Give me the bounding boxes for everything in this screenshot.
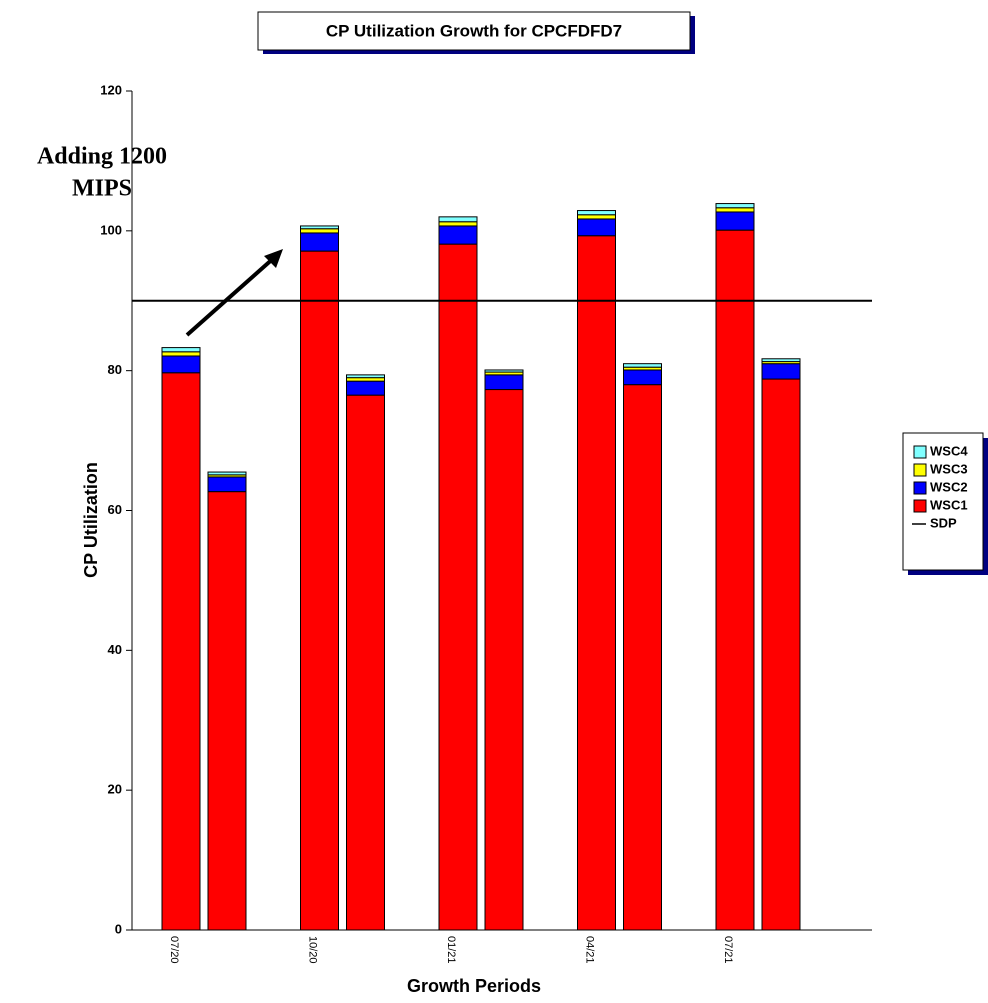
y-tick-label: 20 [108,782,122,797]
bar-segment [438,216,478,223]
annotation: Adding 1200 [37,144,167,170]
bar-segment [577,235,616,931]
legend-swatch [913,463,927,477]
legend-swatch [913,481,927,495]
bar-segment [761,378,801,931]
annotation-arrow [185,254,278,337]
bar-segment [484,369,524,373]
y-tick-label: 60 [108,502,122,517]
bar-segment [715,211,755,231]
bar-segment [300,250,339,931]
bar-segment [346,380,385,396]
legend-swatch [913,499,927,513]
bar-segment [761,363,801,380]
bar-segment [577,214,616,220]
bar-segment [207,491,247,931]
legend-label: SDP [930,515,957,530]
legend-swatch [913,445,927,459]
bar-segment [161,355,201,374]
bar-segment [438,225,478,245]
y-tick-label: 0 [115,921,122,936]
bar-segment [577,210,616,216]
bar-segment [623,384,662,931]
y-tick-label: 40 [108,642,122,657]
chart-title: CP Utilization Growth for CPCFDFD7 [326,21,622,40]
bar-segment [577,218,616,237]
bar-segment [207,476,247,493]
bar-segment [300,228,339,234]
bar-segment [715,203,755,209]
x-tick-label: 04/21 [584,936,596,964]
legend-label: WSC1 [930,497,968,512]
bar-segment [715,229,755,931]
bar-segment [346,374,385,379]
bar-segment [207,471,247,476]
bar-segment [484,374,524,391]
bar-segment [346,377,385,382]
y-axis-title: CP Utilization [81,462,101,578]
bar-segment [438,221,478,227]
x-tick-label: 07/21 [722,936,734,964]
bar-segment [161,347,201,353]
x-tick-label: 01/21 [445,936,457,964]
x-tick-label: 07/20 [168,936,180,964]
annotation: MIPS [72,176,132,202]
title-box [257,11,691,51]
legend-label: WSC4 [930,443,968,458]
legend-label: WSC3 [930,461,968,476]
bar-segment [346,394,385,931]
bar-segment [300,225,339,230]
arrow-head [264,249,283,268]
bar-segment [161,351,201,357]
y-tick-label: 100 [100,222,122,237]
bar-segment [623,363,662,368]
y-tick-label: 80 [108,362,122,377]
legend-label: WSC2 [930,479,968,494]
x-tick-label: 10/20 [307,936,319,964]
y-tick-label: 120 [100,82,122,97]
bar-segment [715,207,755,213]
x-axis-title: Growth Periods [407,976,541,996]
bar-segment [484,389,524,931]
bar-segment [161,372,201,931]
bar-segment [623,369,662,386]
bar-segment [761,358,801,363]
bar-segment [438,243,478,931]
bar-segment [300,232,339,252]
